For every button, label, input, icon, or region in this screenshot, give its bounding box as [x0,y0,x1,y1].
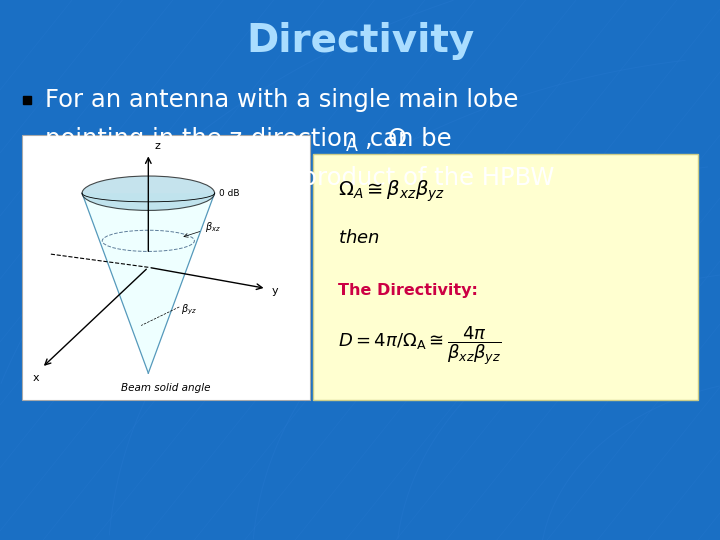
Text: For an antenna with a single main lobe: For an antenna with a single main lobe [45,88,518,112]
Text: Beam solid angle: Beam solid angle [121,383,210,393]
FancyBboxPatch shape [313,154,698,400]
Text: $\beta_{xz}$: $\beta_{xz}$ [184,220,221,237]
Ellipse shape [82,176,215,211]
Text: $then$: $then$ [338,230,380,247]
Polygon shape [82,193,215,373]
Text: y: y [272,286,279,296]
Text: The Directivity:: The Directivity: [338,284,478,299]
Text: can be: can be [362,127,451,151]
Text: x: x [33,374,40,383]
Text: A: A [346,137,358,155]
Text: z: z [154,141,160,151]
Text: $\Omega_A \cong \beta_{xz}\beta_{yz}$: $\Omega_A \cong \beta_{xz}\beta_{yz}$ [338,178,446,204]
Text: 0 dB: 0 dB [219,188,239,198]
Text: $\beta_{yz}$: $\beta_{yz}$ [181,302,197,317]
Text: Directivity: Directivity [246,22,474,59]
FancyBboxPatch shape [22,135,310,400]
Text: approximated to the product of the HPBW: approximated to the product of the HPBW [45,166,554,190]
Text: pointing in the z-direction ,  Ω: pointing in the z-direction , Ω [45,127,407,151]
Text: $D = 4\pi/\Omega_\mathrm{A} \cong \dfrac{4\pi}{\beta_{xz}\beta_{yz}}$: $D = 4\pi/\Omega_\mathrm{A} \cong \dfrac… [338,324,502,367]
